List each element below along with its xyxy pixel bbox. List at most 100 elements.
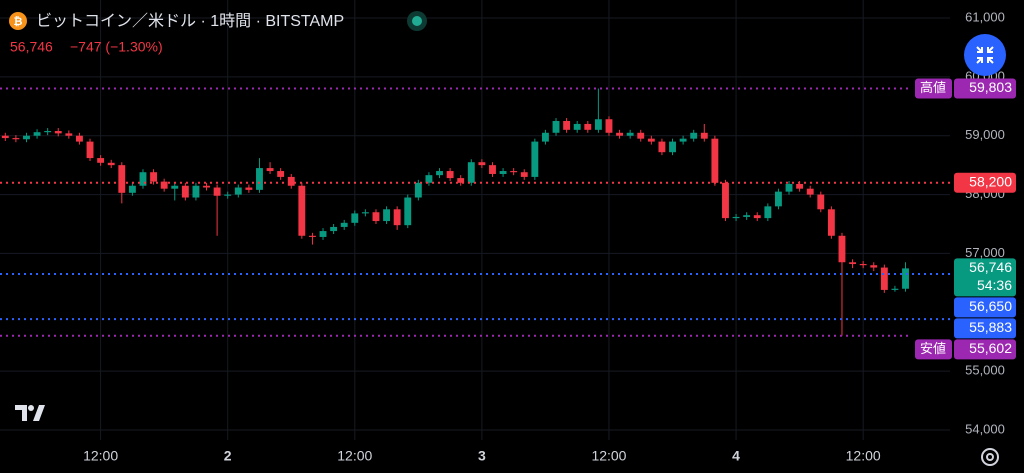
candle-body — [86, 141, 94, 159]
candle-body — [552, 121, 560, 133]
candle-body — [97, 158, 105, 163]
candle-body — [203, 185, 210, 188]
x-tick-label: 12:00 — [591, 448, 626, 464]
price-tag — [954, 258, 1016, 297]
candle-body — [584, 123, 592, 130]
candle-body — [65, 133, 73, 136]
candle-body — [616, 132, 624, 136]
price-tag-label: 59,803 — [969, 79, 1012, 95]
candle-body — [594, 119, 602, 130]
candle-body — [743, 215, 751, 217]
candle-body — [181, 185, 189, 198]
candle-body — [499, 171, 507, 174]
y-tick-label: 57,000 — [965, 245, 1005, 260]
candle-body — [838, 235, 846, 263]
candle-body — [541, 132, 549, 142]
price-tag-label: 55,883 — [969, 319, 1012, 335]
candle-body — [520, 172, 528, 177]
x-tick-label: 12:00 — [337, 448, 372, 464]
x-tick-label: 2 — [224, 448, 232, 464]
x-tick-label: 3 — [478, 448, 486, 464]
settings-icon-center — [986, 453, 994, 461]
candle-body — [669, 141, 676, 153]
symbol-title: ビットコイン／米ドル · 1時間 · BITSTAMP — [36, 12, 344, 30]
candle-body — [859, 264, 867, 266]
candle-body — [128, 185, 136, 193]
y-tick-label: 61,000 — [965, 9, 1005, 24]
settings-button[interactable] — [981, 448, 999, 466]
candle-body — [457, 178, 465, 183]
candle-body — [44, 131, 52, 133]
candle-body — [425, 175, 433, 183]
candle-body — [414, 182, 422, 198]
price-tag — [954, 318, 1016, 339]
candle-body — [753, 215, 761, 219]
candle-body — [319, 231, 327, 237]
candle-body — [467, 162, 475, 183]
candle-body — [118, 165, 126, 193]
price-tag-label: 55,602 — [969, 340, 1012, 356]
candle-body — [23, 135, 30, 140]
candle-body — [139, 172, 147, 186]
candle-body — [880, 267, 888, 290]
collapse-button[interactable] — [964, 34, 1006, 76]
price-tag — [954, 78, 1016, 99]
price-tag-name: 安値 — [920, 341, 946, 356]
candle-body — [806, 188, 814, 195]
candle-body — [711, 138, 719, 183]
candle-body — [266, 168, 274, 172]
candle-body — [383, 209, 391, 222]
status-dot — [412, 16, 422, 26]
candle-body — [160, 181, 168, 189]
candle-body — [308, 235, 316, 237]
candle-body — [54, 131, 62, 134]
candle-body — [531, 141, 539, 177]
candle-body — [192, 185, 200, 198]
x-tick-label: 12:00 — [83, 448, 118, 464]
candle-body — [573, 123, 581, 130]
candle-body — [298, 185, 306, 236]
candle-body — [340, 222, 348, 227]
price-tag-name-bg — [915, 339, 952, 360]
y-tick-label: 59,000 — [965, 127, 1005, 142]
candle-body — [393, 209, 401, 226]
candle-body — [647, 138, 655, 142]
price-tag-label: 56,650 — [969, 298, 1012, 314]
candle-body — [404, 197, 412, 226]
price-tag — [954, 172, 1016, 193]
plot — [0, 87, 950, 337]
collapse-icon — [976, 46, 994, 64]
settings-icon[interactable] — [981, 448, 999, 466]
candle-body — [679, 138, 687, 142]
candle-body — [75, 135, 83, 142]
candle-body — [234, 187, 242, 195]
header: ₿ ビットコイン／米ドル · 1時間 · BITSTAMP 56,746 −74… — [9, 11, 427, 55]
candle-body — [361, 212, 369, 214]
candle-body — [637, 132, 645, 139]
x-tick-label: 12:00 — [846, 448, 881, 464]
candle-body — [33, 132, 41, 136]
candle-body — [446, 171, 454, 179]
countdown-label: 54:36 — [977, 277, 1012, 293]
candle-body — [563, 121, 571, 130]
candle-body — [658, 141, 666, 153]
candle-body — [700, 132, 708, 139]
candle-body — [722, 182, 729, 219]
tv-logo — [15, 405, 45, 421]
candle-body — [891, 288, 899, 290]
candle-body — [245, 187, 253, 190]
candle-body — [774, 191, 782, 207]
price-tag-label: 58,200 — [969, 174, 1012, 190]
candle-body — [372, 212, 380, 222]
candle-body — [626, 132, 634, 136]
collapse-button-bg[interactable] — [964, 34, 1006, 76]
candle-body — [732, 216, 740, 219]
price-tag-name-bg — [915, 78, 952, 99]
candle-body — [436, 171, 443, 176]
candle-body — [827, 209, 835, 236]
tv-logo-shape — [15, 405, 45, 421]
candle-body — [351, 213, 359, 223]
